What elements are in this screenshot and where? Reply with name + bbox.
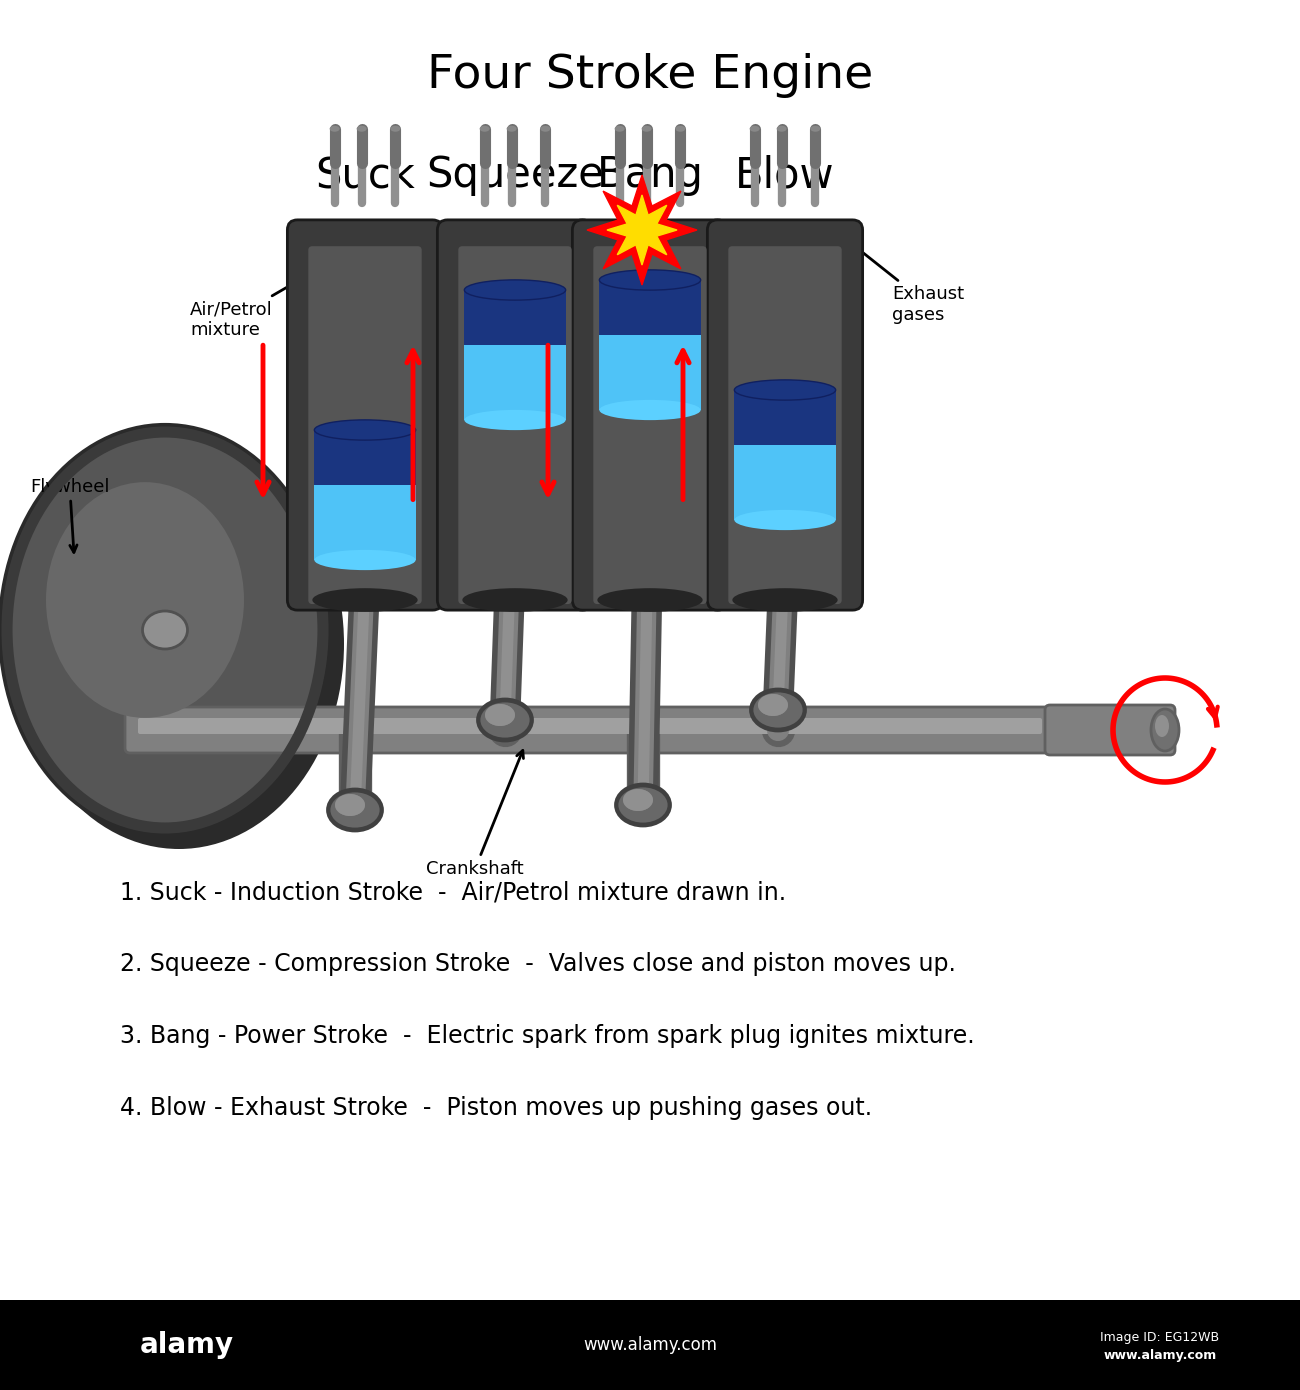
Bar — [464, 291, 566, 345]
FancyBboxPatch shape — [308, 246, 421, 605]
Ellipse shape — [1154, 714, 1169, 737]
Bar — [315, 430, 416, 485]
FancyBboxPatch shape — [130, 708, 313, 752]
Ellipse shape — [0, 425, 330, 835]
Ellipse shape — [46, 482, 244, 717]
Ellipse shape — [770, 530, 799, 550]
Polygon shape — [588, 175, 697, 285]
Text: Suck: Suck — [315, 154, 415, 196]
FancyBboxPatch shape — [593, 246, 707, 605]
Bar — [464, 291, 566, 420]
Text: 3. Bang - Power Stroke  -  Electric spark from spark plug ignites mixture.: 3. Bang - Power Stroke - Electric spark … — [120, 1024, 975, 1048]
Polygon shape — [607, 195, 677, 265]
Bar — [734, 391, 836, 445]
Bar — [734, 391, 836, 520]
Text: Squeeze: Squeeze — [426, 154, 604, 196]
Ellipse shape — [480, 125, 490, 132]
Text: Four Stroke Engine: Four Stroke Engine — [426, 53, 874, 97]
Ellipse shape — [599, 270, 701, 291]
Ellipse shape — [1150, 709, 1179, 751]
Ellipse shape — [477, 699, 533, 741]
Ellipse shape — [776, 125, 786, 132]
FancyBboxPatch shape — [287, 220, 442, 610]
Bar — [315, 430, 416, 560]
Ellipse shape — [329, 791, 381, 828]
Text: Exhaust
gases: Exhaust gases — [852, 243, 965, 324]
Ellipse shape — [315, 550, 416, 570]
Bar — [599, 279, 701, 410]
FancyBboxPatch shape — [138, 719, 1043, 734]
Text: www.alamy.com: www.alamy.com — [582, 1336, 718, 1354]
Ellipse shape — [618, 785, 670, 824]
Text: 1. Suck - Induction Stroke  -  Air/Petrol mixture drawn in.: 1. Suck - Induction Stroke - Air/Petrol … — [120, 880, 786, 904]
Bar — [0, 1300, 1300, 1390]
Text: www.alamy.com: www.alamy.com — [1104, 1348, 1217, 1361]
Ellipse shape — [464, 410, 566, 430]
Text: 4. Blow - Exhaust Stroke  -  Piston moves up pushing gases out.: 4. Blow - Exhaust Stroke - Piston moves … — [120, 1095, 872, 1120]
FancyBboxPatch shape — [728, 246, 841, 605]
Ellipse shape — [356, 125, 367, 132]
Ellipse shape — [464, 279, 566, 300]
Bar — [599, 279, 701, 335]
Ellipse shape — [623, 790, 653, 810]
Ellipse shape — [500, 430, 530, 450]
Ellipse shape — [623, 790, 653, 810]
Text: Blow: Blow — [736, 154, 835, 196]
Text: alamy: alamy — [140, 1332, 234, 1359]
Ellipse shape — [751, 691, 803, 728]
FancyBboxPatch shape — [459, 246, 572, 605]
Text: Bang: Bang — [597, 154, 703, 196]
Text: Image ID: EG12WB: Image ID: EG12WB — [1100, 1332, 1219, 1344]
Ellipse shape — [485, 703, 515, 726]
Ellipse shape — [143, 612, 187, 649]
Ellipse shape — [335, 794, 365, 816]
Text: Flywheel: Flywheel — [30, 478, 109, 552]
Ellipse shape — [312, 588, 417, 612]
Ellipse shape — [598, 588, 702, 612]
Ellipse shape — [758, 694, 788, 716]
Ellipse shape — [485, 703, 515, 726]
Text: 2. Squeeze - Compression Stroke  -  Valves close and piston moves up.: 2. Squeeze - Compression Stroke - Valves… — [120, 952, 956, 976]
Ellipse shape — [615, 125, 624, 132]
Ellipse shape — [330, 125, 339, 132]
Text: Crankshaft: Crankshaft — [426, 751, 524, 878]
FancyBboxPatch shape — [1045, 705, 1175, 755]
Ellipse shape — [463, 588, 568, 612]
Ellipse shape — [507, 125, 516, 132]
FancyBboxPatch shape — [437, 220, 593, 610]
FancyBboxPatch shape — [707, 220, 863, 610]
Ellipse shape — [676, 125, 685, 132]
Ellipse shape — [732, 588, 837, 612]
Ellipse shape — [328, 790, 382, 831]
FancyBboxPatch shape — [572, 220, 728, 610]
Ellipse shape — [734, 379, 836, 400]
Ellipse shape — [810, 125, 820, 132]
Text: Air/Petrol
mixture: Air/Petrol mixture — [190, 247, 355, 339]
Ellipse shape — [750, 125, 759, 132]
Ellipse shape — [350, 570, 380, 589]
Ellipse shape — [642, 125, 651, 132]
Ellipse shape — [541, 125, 550, 132]
Ellipse shape — [599, 400, 701, 420]
FancyBboxPatch shape — [125, 708, 1056, 753]
Ellipse shape — [758, 694, 788, 716]
Ellipse shape — [615, 784, 671, 826]
Ellipse shape — [478, 701, 530, 739]
Ellipse shape — [750, 689, 806, 731]
Ellipse shape — [390, 125, 400, 132]
Ellipse shape — [734, 510, 836, 530]
Ellipse shape — [315, 420, 416, 441]
Ellipse shape — [14, 439, 344, 849]
Ellipse shape — [335, 794, 365, 816]
Ellipse shape — [634, 420, 666, 441]
